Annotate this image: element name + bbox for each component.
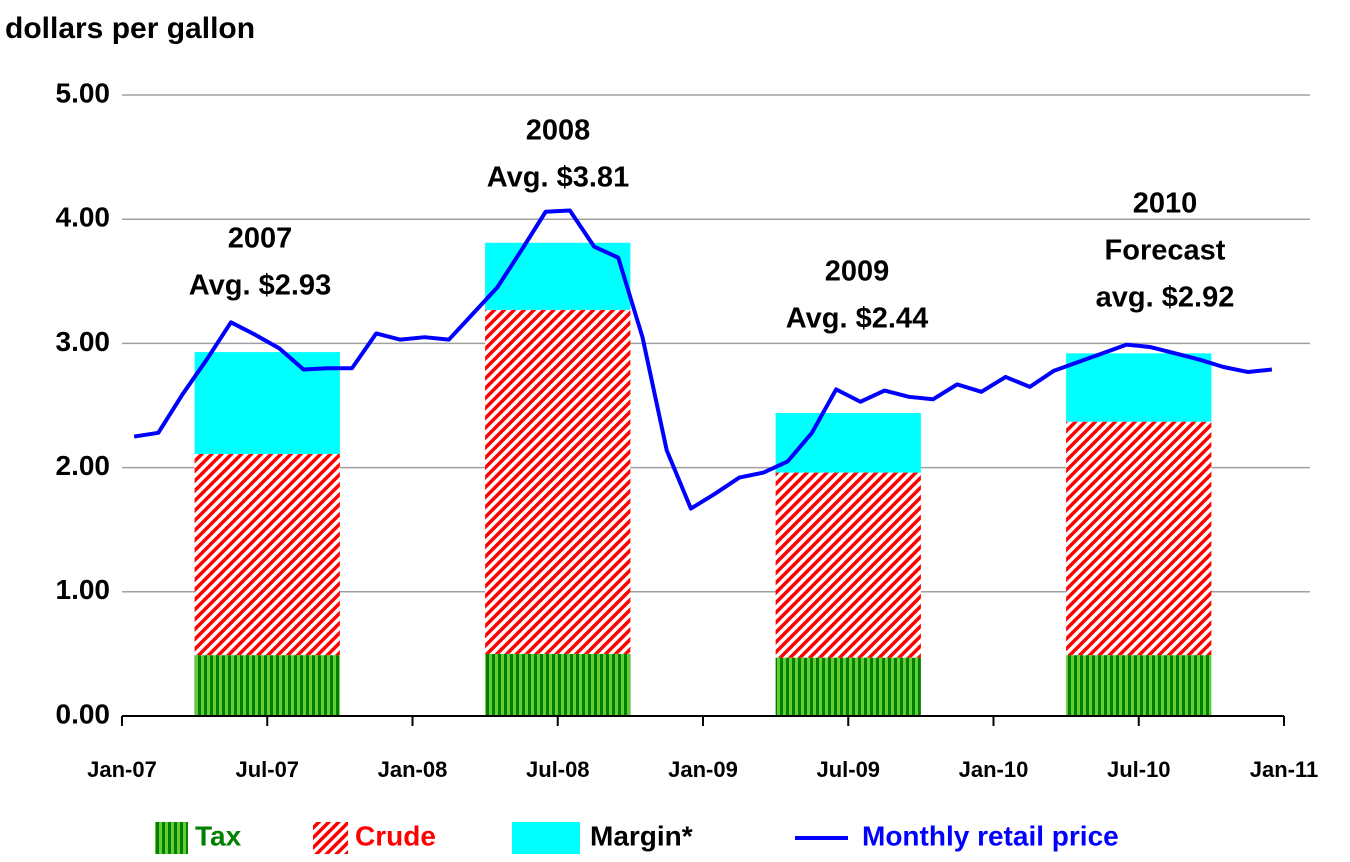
legend-swatch — [155, 822, 188, 854]
bar-segment — [1066, 421, 1212, 656]
annotation: Avg. $2.93 — [189, 270, 331, 302]
x-tick-label: Jan-07 — [87, 757, 157, 782]
bar-segment — [1066, 353, 1212, 422]
retail-price-line — [133, 208, 1273, 511]
bar-segment — [775, 472, 921, 658]
y-tick-label: 1.00 — [56, 574, 111, 605]
bar-segment — [1066, 655, 1212, 716]
y-tick-label: 4.00 — [56, 202, 111, 233]
legend-label: Monthly retail price — [862, 820, 1119, 851]
bar-segment — [485, 653, 631, 716]
y-axis-label: dollars per gallon — [5, 12, 255, 45]
annotation: 2009 — [825, 256, 890, 288]
x-tick-label: Jan-11 — [1250, 757, 1319, 782]
annotation: Avg. $2.44 — [786, 303, 928, 335]
x-tick-label: Jan-09 — [668, 757, 738, 782]
legend-label: Tax — [195, 820, 242, 851]
legend-swatch — [512, 822, 580, 854]
annotation: 2007 — [228, 223, 293, 255]
legend-label: Crude — [355, 820, 436, 851]
bar-segment — [194, 655, 340, 716]
legend-swatch — [313, 822, 348, 854]
bar-segment — [485, 309, 631, 654]
x-tick-label: Jul-09 — [816, 757, 880, 782]
bar-segment — [194, 453, 340, 656]
y-tick-label: 0.00 — [56, 698, 111, 729]
x-tick-label: Jul-07 — [235, 757, 299, 782]
bar-segment — [775, 657, 921, 716]
annotation: 2008 — [526, 115, 591, 147]
x-tick-label: Jul-10 — [1107, 757, 1171, 782]
legend-label: Margin* — [590, 820, 693, 851]
x-tick-label: Jul-08 — [526, 757, 590, 782]
x-tick-label: Jan-08 — [378, 757, 448, 782]
y-tick-label: 2.00 — [56, 450, 111, 481]
annotation: 2010 — [1133, 188, 1198, 220]
x-tick-label: Jan-10 — [959, 757, 1029, 782]
bar-segment — [775, 412, 921, 473]
annotation: avg. $2.92 — [1096, 282, 1235, 314]
annotation: Avg. $3.81 — [487, 162, 629, 194]
annotation: Forecast — [1105, 235, 1226, 267]
y-tick-label: 5.00 — [56, 77, 111, 108]
y-tick-label: 3.00 — [56, 326, 111, 357]
